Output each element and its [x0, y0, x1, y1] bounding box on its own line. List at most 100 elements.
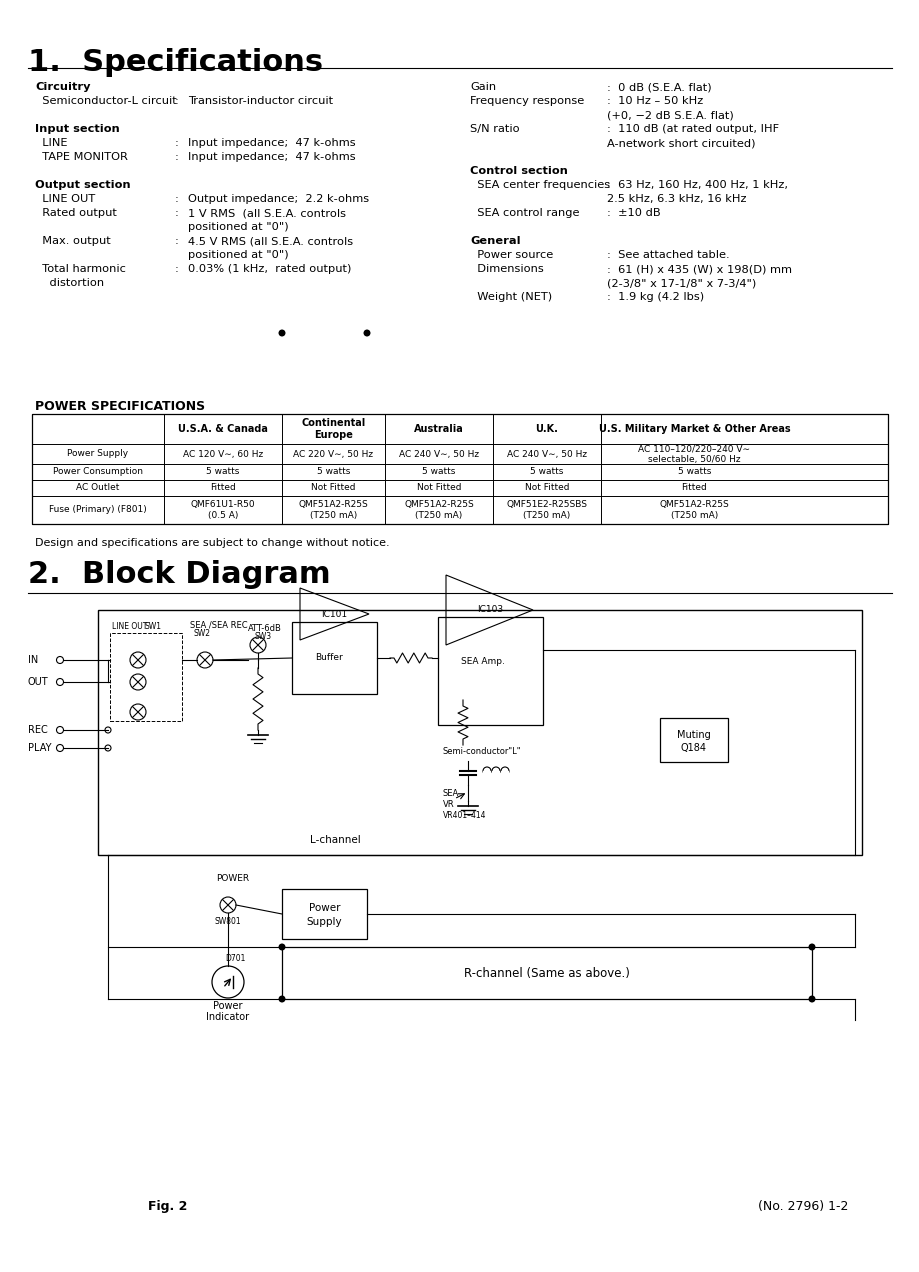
Text: Power: Power — [213, 1001, 243, 1011]
Text: Semi-conductor"L": Semi-conductor"L" — [443, 747, 521, 756]
Text: R-channel (Same as above.): R-channel (Same as above.) — [463, 967, 630, 979]
Text: Transistor-inductor circuit: Transistor-inductor circuit — [187, 95, 333, 106]
Text: SEA: SEA — [443, 789, 459, 798]
Circle shape — [278, 996, 285, 1002]
Text: Output section: Output section — [35, 181, 130, 190]
Text: SEA control range: SEA control range — [470, 209, 579, 218]
Bar — [98, 611, 861, 855]
Text: Power source: Power source — [470, 251, 552, 259]
Text: Not Fitted: Not Fitted — [416, 483, 460, 492]
Text: Fitted: Fitted — [210, 483, 235, 492]
Text: AC Outlet: AC Outlet — [76, 483, 119, 492]
Text: SW801: SW801 — [214, 917, 241, 926]
Text: Indicator: Indicator — [206, 1013, 249, 1021]
Text: Australia: Australia — [414, 424, 463, 434]
Text: 1.  Specifications: 1. Specifications — [28, 48, 323, 78]
Text: Power Supply: Power Supply — [67, 449, 129, 458]
Text: Max. output: Max. output — [35, 237, 110, 245]
Circle shape — [278, 944, 285, 950]
Text: General: General — [470, 237, 520, 245]
Text: SW2: SW2 — [194, 628, 210, 639]
Text: QMF51A2-R25S
(T250 mA): QMF51A2-R25S (T250 mA) — [403, 500, 473, 520]
Text: Total harmonic: Total harmonic — [35, 265, 126, 273]
Circle shape — [808, 996, 814, 1002]
Text: Rated output: Rated output — [35, 209, 117, 218]
Text: 1 V RMS  (all S.E.A. controls: 1 V RMS (all S.E.A. controls — [187, 209, 346, 218]
Text: :: : — [175, 209, 178, 218]
Text: QMF51A2-R25S
(T250 mA): QMF51A2-R25S (T250 mA) — [299, 500, 368, 520]
Text: Design and specifications are subject to change without notice.: Design and specifications are subject to… — [35, 538, 390, 548]
Text: 5 watts: 5 watts — [677, 468, 710, 477]
Text: Buffer: Buffer — [315, 654, 343, 663]
Text: Frequency response: Frequency response — [470, 95, 584, 106]
Circle shape — [808, 944, 814, 950]
Text: Power Consumption: Power Consumption — [53, 468, 142, 477]
Text: :  0 dB (S.E.A. flat): : 0 dB (S.E.A. flat) — [607, 81, 711, 92]
Text: :  See attached table.: : See attached table. — [607, 251, 729, 259]
Text: Input impedance;  47 k-ohms: Input impedance; 47 k-ohms — [187, 151, 356, 162]
Text: Fuse (Primary) (F801): Fuse (Primary) (F801) — [49, 505, 147, 514]
Text: ATT-6dB: ATT-6dB — [248, 625, 281, 633]
Text: POWER: POWER — [216, 874, 249, 883]
Text: :: : — [175, 151, 178, 162]
Text: Input section: Input section — [35, 123, 119, 134]
Bar — [282, 946, 811, 999]
Text: U.S. Military Market & Other Areas: U.S. Military Market & Other Areas — [598, 424, 789, 434]
Text: VR: VR — [443, 800, 454, 809]
Text: Q184: Q184 — [680, 743, 706, 753]
Text: Fig. 2: Fig. 2 — [148, 1199, 187, 1213]
Text: SW3: SW3 — [255, 632, 272, 641]
Text: Input impedance;  47 k-ohms: Input impedance; 47 k-ohms — [187, 137, 356, 148]
Text: Dimensions: Dimensions — [470, 265, 543, 273]
Text: LINE OUT: LINE OUT — [112, 622, 147, 631]
Text: Supply: Supply — [306, 917, 342, 927]
Text: Output impedance;  2.2 k-ohms: Output impedance; 2.2 k-ohms — [187, 195, 369, 204]
Text: PLAY: PLAY — [28, 743, 51, 753]
Text: L-channel: L-channel — [310, 834, 360, 845]
Text: AC 110–120/220–240 V∼
selectable, 50/60 Hz: AC 110–120/220–240 V∼ selectable, 50/60 … — [638, 444, 750, 464]
Text: 5 watts: 5 watts — [316, 468, 350, 477]
Bar — [291, 622, 377, 695]
Text: SW1: SW1 — [145, 622, 162, 631]
Text: 2.5 kHz, 6.3 kHz, 16 kHz: 2.5 kHz, 6.3 kHz, 16 kHz — [607, 195, 745, 204]
Text: QMF51E2-R25SBS
(T250 mA): QMF51E2-R25SBS (T250 mA) — [506, 500, 587, 520]
Text: :: : — [175, 195, 178, 204]
Text: Continental
Europe: Continental Europe — [301, 418, 365, 440]
Text: Power: Power — [309, 903, 340, 913]
Text: REC: REC — [28, 725, 48, 735]
Text: (+0, −2 dB S.E.A. flat): (+0, −2 dB S.E.A. flat) — [607, 109, 733, 120]
Text: 5 watts: 5 watts — [529, 468, 563, 477]
Text: (2-3/8" x 17-1/8" x 7-3/4"): (2-3/8" x 17-1/8" x 7-3/4") — [607, 279, 755, 287]
FancyBboxPatch shape — [501, 771, 508, 776]
Text: SEA Amp.: SEA Amp. — [460, 658, 504, 667]
Text: QMF51A2-R25S
(T250 mA): QMF51A2-R25S (T250 mA) — [659, 500, 729, 520]
Circle shape — [278, 329, 285, 337]
Text: AC 240 V∼, 50 Hz: AC 240 V∼, 50 Hz — [399, 449, 479, 458]
Bar — [659, 717, 727, 762]
Text: :: : — [175, 237, 178, 245]
Text: OUT: OUT — [28, 677, 49, 687]
Text: :  61 (H) x 435 (W) x 198(D) mm: : 61 (H) x 435 (W) x 198(D) mm — [607, 265, 791, 273]
Bar — [437, 617, 542, 725]
Text: D701: D701 — [225, 954, 245, 963]
Text: :  63 Hz, 160 Hz, 400 Hz, 1 kHz,: : 63 Hz, 160 Hz, 400 Hz, 1 kHz, — [607, 181, 788, 190]
Text: Muting: Muting — [676, 730, 710, 740]
Text: distortion: distortion — [35, 279, 104, 287]
Text: 0.03% (1 kHz,  rated output): 0.03% (1 kHz, rated output) — [187, 265, 351, 273]
Text: VR401–414: VR401–414 — [443, 812, 486, 820]
Text: Not Fitted: Not Fitted — [311, 483, 356, 492]
Text: AC 120 V∼, 60 Hz: AC 120 V∼, 60 Hz — [183, 449, 263, 458]
Text: SEA /SEA REC: SEA /SEA REC — [190, 619, 247, 628]
Text: :: : — [175, 137, 178, 148]
Text: Not Fitted: Not Fitted — [524, 483, 569, 492]
Text: :  10 Hz – 50 kHz: : 10 Hz – 50 kHz — [607, 95, 702, 106]
Text: Control section: Control section — [470, 167, 567, 176]
Text: POWER SPECIFICATIONS: POWER SPECIFICATIONS — [35, 399, 205, 413]
Text: AC 240 V∼, 50 Hz: AC 240 V∼, 50 Hz — [506, 449, 586, 458]
Text: :  ±10 dB: : ±10 dB — [607, 209, 660, 218]
Text: positioned at "0"): positioned at "0") — [187, 223, 289, 232]
Text: 5 watts: 5 watts — [206, 468, 240, 477]
Text: QMF61U1-R50
(0.5 A): QMF61U1-R50 (0.5 A) — [190, 500, 255, 520]
Text: Weight (NET): Weight (NET) — [470, 293, 551, 301]
Bar — [32, 413, 887, 524]
